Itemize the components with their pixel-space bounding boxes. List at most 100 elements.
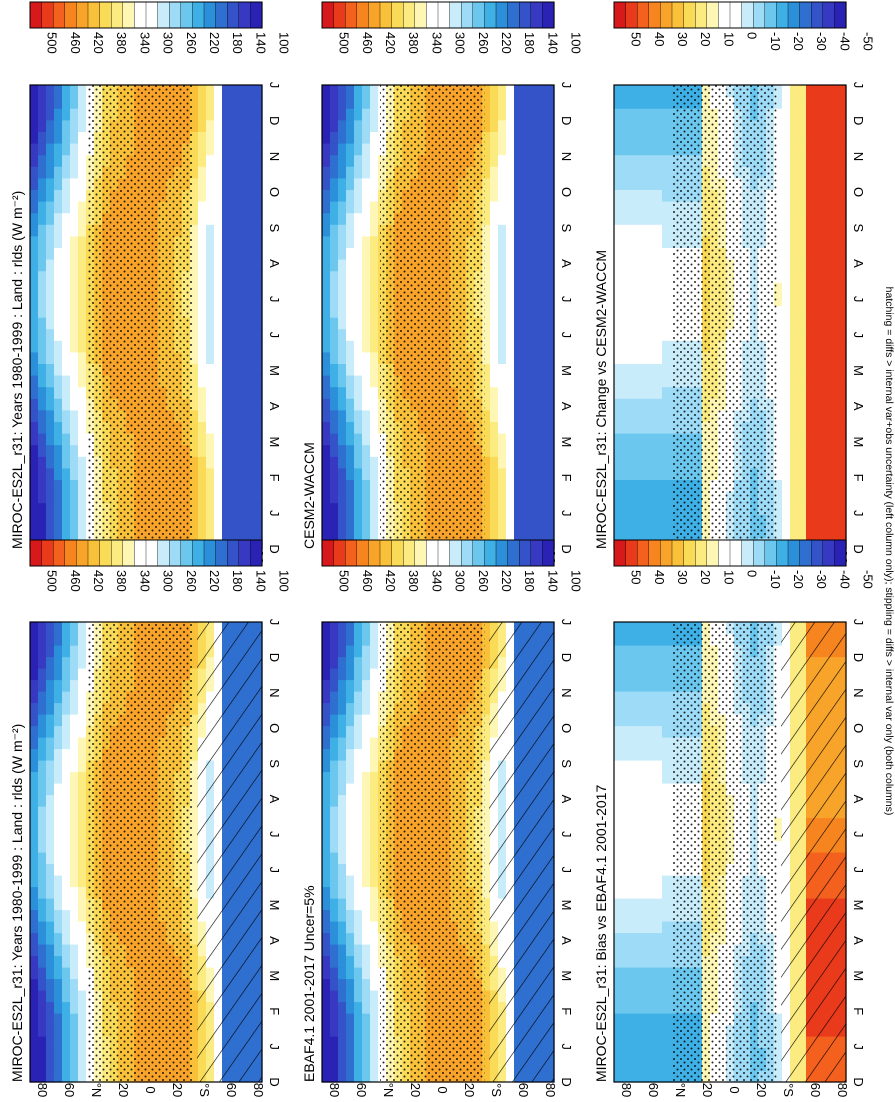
- heatmap-cell: [46, 1013, 55, 1026]
- heatmap-cell: [514, 317, 523, 330]
- heatmap-cell: [54, 444, 63, 457]
- heatmap-cell: [198, 293, 207, 306]
- heatmap-cell: [630, 1070, 639, 1083]
- heatmap-cell: [214, 409, 223, 422]
- heatmap-cell: [46, 119, 55, 132]
- heatmap-cell: [322, 166, 331, 179]
- heatmap-cell: [62, 525, 71, 538]
- heatmap-cell: [646, 909, 655, 922]
- heatmap-cell: [338, 177, 347, 190]
- heatmap-cell: [338, 898, 347, 911]
- heatmap-cell: [530, 328, 539, 341]
- heatmap-cell: [214, 514, 223, 527]
- heatmap-cell: [62, 760, 71, 773]
- heatmap-cell: [54, 886, 63, 899]
- heatmap-cell: [370, 201, 379, 214]
- panel-frame: [321, 621, 555, 1083]
- heatmap-cell: [62, 978, 71, 991]
- heatmap-cell: [222, 282, 231, 295]
- heatmap-cell: [490, 131, 499, 144]
- heatmap-cell: [254, 189, 263, 202]
- heatmap-cell: [214, 456, 223, 469]
- heatmap-cell: [482, 491, 491, 504]
- heatmap-cell: [206, 108, 215, 121]
- heatmap-cell: [190, 760, 199, 773]
- heatmap-cell: [346, 305, 355, 318]
- heatmap-cell: [330, 771, 339, 784]
- heatmap-cell: [530, 293, 539, 306]
- heatmap-cell: [482, 96, 491, 109]
- heatmap-cell: [214, 247, 223, 260]
- heatmap-cell: [330, 247, 339, 260]
- heatmap-cell: [538, 177, 547, 190]
- heatmap-cell: [254, 317, 263, 330]
- heatmap-cell: [238, 328, 247, 341]
- heatmap-cell: [330, 909, 339, 922]
- heatmap-cell: [38, 189, 47, 202]
- heatmap-cell: [70, 886, 79, 899]
- heatmap-cell: [638, 817, 647, 830]
- heatmap-cell: [538, 282, 547, 295]
- heatmap-cell: [222, 259, 231, 272]
- heatmap-cell: [206, 96, 215, 109]
- heatmap-cell: [370, 863, 379, 876]
- heatmap-cell: [546, 502, 555, 515]
- heatmap-cell: [38, 421, 47, 434]
- heatmap-cell: [638, 840, 647, 853]
- heatmap-cell: [370, 679, 379, 692]
- heatmap-cell: [638, 622, 647, 635]
- heatmap-cell: [546, 479, 555, 492]
- heatmap-cell: [346, 386, 355, 399]
- heatmap-cell: [482, 944, 491, 957]
- heatmap-cell: [78, 863, 87, 876]
- heatmap-cell: [338, 921, 347, 934]
- heatmap-cell: [522, 305, 531, 318]
- heatmap-cell: [38, 363, 47, 376]
- heatmap-cell: [338, 863, 347, 876]
- heatmap-cell: [346, 748, 355, 761]
- heatmap-cell: [246, 96, 255, 109]
- heatmap-cell: [354, 212, 363, 225]
- heatmap-cell: [30, 282, 39, 295]
- heatmap-cell: [338, 328, 347, 341]
- heatmap-cell: [530, 375, 539, 388]
- heatmap-cell: [198, 375, 207, 388]
- heatmap-cell: [362, 886, 371, 899]
- heatmap-cell: [46, 514, 55, 527]
- heatmap-cell: [322, 944, 331, 957]
- heatmap-cell: [70, 1059, 79, 1072]
- heatmap-cell: [38, 944, 47, 957]
- heatmap-cell: [246, 131, 255, 144]
- heatmap-cell: [78, 771, 87, 784]
- heatmap-cell: [46, 955, 55, 968]
- heatmap-cell: [38, 201, 47, 214]
- heatmap-cell: [330, 944, 339, 957]
- heatmap-cell: [206, 212, 215, 225]
- lat-tick-label: 80: [251, 1083, 266, 1097]
- heatmap-cell: [506, 479, 515, 492]
- heatmap-cell: [354, 656, 363, 669]
- heatmap-cell: [546, 189, 555, 202]
- heatmap-cell: [482, 305, 491, 318]
- heatmap-cell: [546, 85, 555, 98]
- heatmap-cell: [482, 525, 491, 538]
- heatmap-cell: [638, 656, 647, 669]
- heatmap-cell: [322, 131, 331, 144]
- heatmap-cell: [254, 467, 263, 480]
- heatmap-cell: [46, 668, 55, 681]
- heatmap-cell: [230, 491, 239, 504]
- heatmap-cell: [38, 656, 47, 669]
- heatmap-cell: [630, 829, 639, 842]
- heatmap-cell: [30, 108, 39, 121]
- heatmap-cell: [490, 212, 499, 225]
- month-tick-label: M: [267, 365, 282, 376]
- heatmap-cell: [346, 783, 355, 796]
- heatmap-cell: [214, 386, 223, 399]
- heatmap-cell: [78, 679, 87, 692]
- heatmap-cell: [630, 656, 639, 669]
- heatmap-cell: [346, 433, 355, 446]
- heatmap-cell: [346, 702, 355, 715]
- heatmap-cell: [654, 760, 663, 773]
- heatmap-cell: [482, 702, 491, 715]
- heatmap-cell: [46, 525, 55, 538]
